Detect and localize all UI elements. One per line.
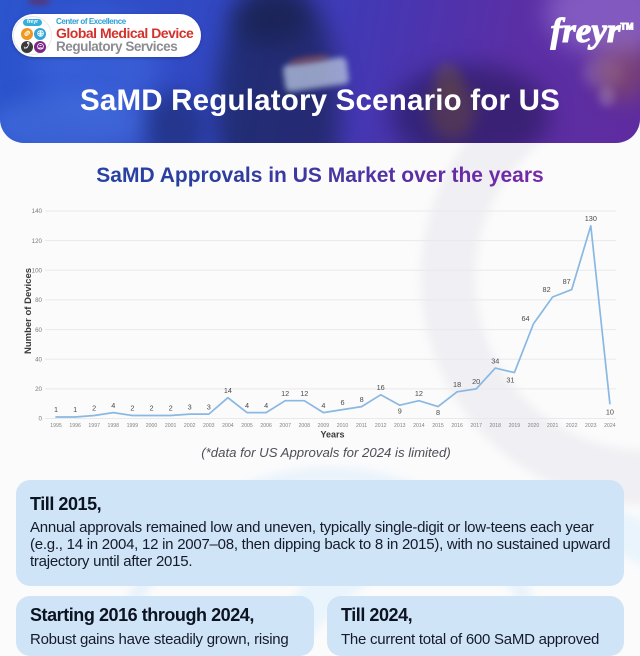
svg-text:2014: 2014 <box>413 423 425 429</box>
svg-text:Years: Years <box>320 430 344 440</box>
svg-text:2015: 2015 <box>432 423 444 429</box>
svg-text:12: 12 <box>300 389 308 398</box>
svg-text:1998: 1998 <box>108 423 120 429</box>
svg-text:1999: 1999 <box>127 423 139 429</box>
svg-text:4: 4 <box>321 401 325 410</box>
svg-text:3: 3 <box>188 402 192 411</box>
svg-text:1996: 1996 <box>69 423 81 429</box>
svg-text:87: 87 <box>563 277 571 286</box>
svg-text:1995: 1995 <box>50 423 62 429</box>
svg-text:8: 8 <box>436 408 440 417</box>
svg-text:2003: 2003 <box>203 423 215 429</box>
svg-text:2: 2 <box>149 404 153 413</box>
svg-text:2023: 2023 <box>585 423 597 429</box>
svg-text:2021: 2021 <box>547 423 559 429</box>
svg-text:2004: 2004 <box>222 423 234 429</box>
svg-text:130: 130 <box>585 214 597 223</box>
svg-text:12: 12 <box>415 389 423 398</box>
svg-text:140: 140 <box>32 208 43 215</box>
svg-text:2008: 2008 <box>299 423 311 429</box>
svg-text:2: 2 <box>130 404 134 413</box>
svg-text:2001: 2001 <box>165 423 177 429</box>
svg-text:2016: 2016 <box>451 423 463 429</box>
svg-text:6: 6 <box>340 398 344 407</box>
svg-text:2022: 2022 <box>566 423 578 429</box>
svg-text:40: 40 <box>35 356 42 363</box>
svg-text:31: 31 <box>506 376 514 385</box>
svg-text:12: 12 <box>281 389 289 398</box>
svg-text:9: 9 <box>398 407 402 416</box>
svg-text:20: 20 <box>35 386 42 393</box>
svg-text:18: 18 <box>453 380 461 389</box>
svg-text:2002: 2002 <box>184 423 196 429</box>
svg-text:2024: 2024 <box>604 423 616 429</box>
svg-text:120: 120 <box>32 238 43 245</box>
svg-text:2013: 2013 <box>394 423 406 429</box>
svg-text:2017: 2017 <box>470 423 482 429</box>
svg-text:2019: 2019 <box>509 423 521 429</box>
svg-text:2012: 2012 <box>375 423 387 429</box>
svg-text:0: 0 <box>39 416 43 423</box>
svg-text:1997: 1997 <box>88 423 100 429</box>
svg-text:2005: 2005 <box>241 423 253 429</box>
svg-text:2020: 2020 <box>528 423 540 429</box>
svg-text:2011: 2011 <box>356 423 367 429</box>
svg-text:2009: 2009 <box>318 423 330 429</box>
svg-text:2010: 2010 <box>337 423 349 429</box>
svg-text:10: 10 <box>606 408 614 417</box>
svg-text:16: 16 <box>377 383 385 392</box>
svg-text:3: 3 <box>207 402 211 411</box>
svg-text:64: 64 <box>521 314 529 323</box>
svg-text:60: 60 <box>35 327 42 334</box>
svg-text:20: 20 <box>472 377 480 386</box>
svg-text:2007: 2007 <box>279 423 291 429</box>
svg-text:4: 4 <box>111 401 115 410</box>
svg-text:2006: 2006 <box>260 423 272 429</box>
svg-text:14: 14 <box>224 386 232 395</box>
svg-text:4: 4 <box>264 401 268 410</box>
svg-text:100: 100 <box>32 268 43 275</box>
svg-text:2: 2 <box>169 404 173 413</box>
svg-text:2018: 2018 <box>490 423 502 429</box>
svg-text:4: 4 <box>245 401 249 410</box>
svg-text:2000: 2000 <box>146 423 158 429</box>
svg-text:34: 34 <box>491 356 499 365</box>
svg-text:80: 80 <box>35 297 42 304</box>
svg-text:1: 1 <box>54 405 58 414</box>
svg-text:82: 82 <box>543 285 551 294</box>
svg-text:Number of Devices: Number of Devices <box>23 268 34 354</box>
svg-text:1: 1 <box>73 405 77 414</box>
svg-text:8: 8 <box>360 395 364 404</box>
svg-text:2: 2 <box>92 404 96 413</box>
